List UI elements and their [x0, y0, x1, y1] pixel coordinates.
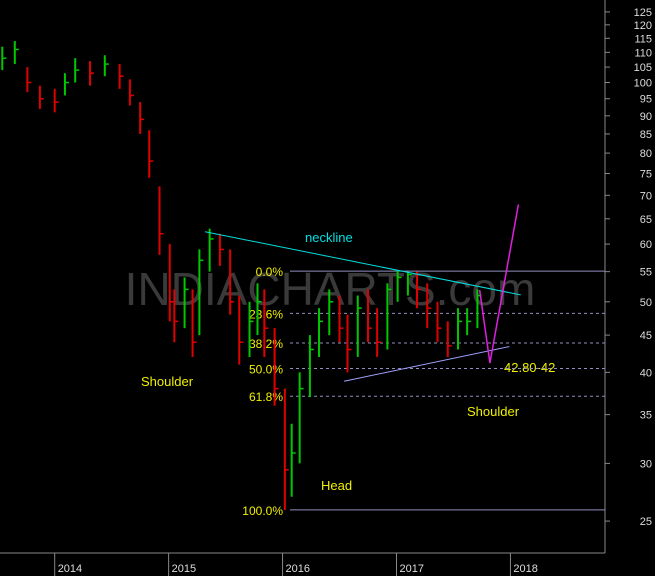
annotation: Shoulder [467, 404, 520, 419]
y-tick-label: 25 [640, 516, 652, 528]
x-tick-label: 2017 [399, 563, 423, 575]
y-tick-label: 75 [640, 169, 652, 181]
y-tick-label: 45 [640, 330, 652, 342]
y-tick-label: 80 [640, 148, 652, 160]
fib-label: 38.2% [249, 337, 283, 351]
y-tick-label: 85 [640, 129, 652, 141]
y-tick-label: 120 [634, 20, 652, 32]
fib-label: 23.6% [249, 307, 283, 321]
support-line [343, 346, 510, 382]
y-tick-label: 110 [634, 47, 652, 59]
y-tick-label: 30 [640, 458, 652, 470]
fib-label: 100.0% [242, 504, 283, 518]
y-tick-label: 105 [634, 62, 652, 74]
y-tick-label: 115 [634, 33, 652, 45]
y-tick-label: 90 [640, 111, 652, 123]
annotation: Head [321, 478, 352, 493]
y-tick-label: 100 [634, 78, 652, 90]
annotation: 42.80-42 [504, 360, 555, 375]
x-tick-label: 2018 [513, 563, 537, 575]
y-tick-label: 95 [640, 94, 652, 106]
fib-label: 0.0% [256, 265, 284, 279]
projection [478, 204, 520, 364]
neckline [204, 231, 521, 296]
y-tick-label: 125 [634, 7, 652, 19]
fib-label: 61.8% [249, 390, 283, 404]
y-tick-label: 65 [640, 214, 652, 226]
x-tick-label: 2014 [58, 563, 82, 575]
y-tick-label: 50 [640, 297, 652, 309]
y-tick-label: 55 [640, 267, 652, 279]
y-tick-label: 60 [640, 239, 652, 251]
y-tick-label: 35 [640, 410, 652, 422]
x-tick-label: 2016 [286, 563, 310, 575]
y-tick-label: 70 [640, 190, 652, 202]
x-tick-label: 2015 [172, 563, 196, 575]
y-tick-label: 40 [640, 367, 652, 379]
fib-label: 50.0% [249, 362, 283, 376]
annotation: Shoulder [141, 374, 194, 389]
neckline-label: neckline [305, 230, 353, 245]
